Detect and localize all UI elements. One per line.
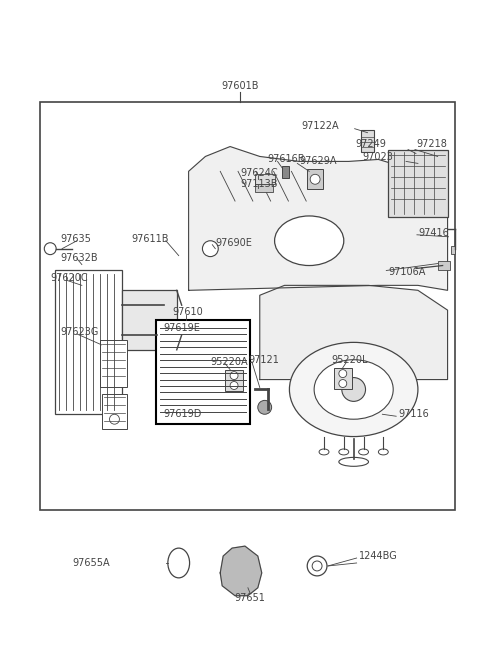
Bar — [334, 367, 352, 390]
Bar — [255, 184, 273, 192]
Ellipse shape — [378, 449, 388, 455]
Ellipse shape — [339, 457, 369, 466]
Text: 97023: 97023 — [362, 153, 393, 162]
Text: 97690E: 97690E — [216, 238, 252, 248]
Text: 97651: 97651 — [234, 593, 265, 603]
Circle shape — [230, 371, 238, 379]
Text: 97623G: 97623G — [60, 327, 98, 337]
Text: 95220A: 95220A — [210, 357, 248, 367]
Text: 97601B: 97601B — [221, 81, 259, 91]
Text: 97113B: 97113B — [240, 179, 277, 189]
Text: 97611B: 97611B — [132, 234, 169, 244]
Polygon shape — [189, 147, 447, 290]
Bar — [281, 166, 289, 178]
Text: 97616B: 97616B — [268, 155, 305, 164]
Text: 97632B: 97632B — [60, 253, 98, 263]
Text: 97122A: 97122A — [301, 121, 339, 131]
Polygon shape — [260, 286, 447, 379]
Text: 97635: 97635 — [60, 234, 91, 244]
Ellipse shape — [289, 343, 418, 437]
Text: 95220L: 95220L — [331, 355, 367, 365]
Text: 97619E: 97619E — [163, 323, 200, 333]
Circle shape — [339, 379, 347, 388]
Ellipse shape — [359, 449, 369, 455]
Circle shape — [310, 174, 320, 184]
Circle shape — [109, 414, 120, 424]
Text: 97106A: 97106A — [388, 267, 426, 278]
Bar — [360, 130, 374, 151]
Ellipse shape — [314, 360, 393, 419]
Circle shape — [258, 400, 272, 414]
Text: 97416: 97416 — [418, 228, 449, 238]
Bar — [102, 394, 127, 429]
Bar — [307, 170, 323, 189]
Ellipse shape — [275, 216, 344, 265]
Circle shape — [342, 377, 366, 402]
Bar — [55, 271, 122, 414]
Ellipse shape — [319, 449, 329, 455]
Circle shape — [230, 382, 238, 390]
Text: 97620C: 97620C — [50, 273, 88, 284]
Text: 97655A: 97655A — [72, 558, 109, 568]
Ellipse shape — [339, 449, 349, 455]
Bar — [40, 102, 456, 510]
Ellipse shape — [168, 548, 190, 578]
Bar — [255, 174, 275, 184]
Text: 97218: 97218 — [416, 139, 447, 149]
Text: 97629A: 97629A — [300, 157, 337, 166]
Bar — [451, 246, 456, 253]
Bar — [156, 320, 250, 424]
Bar — [225, 369, 243, 392]
Text: 1244BG: 1244BG — [359, 551, 397, 561]
Circle shape — [312, 561, 322, 571]
Circle shape — [339, 369, 347, 377]
Circle shape — [44, 243, 56, 255]
Text: 97249: 97249 — [355, 139, 386, 149]
Circle shape — [203, 241, 218, 257]
Text: 97116: 97116 — [398, 409, 429, 419]
Bar — [388, 149, 447, 217]
Text: 97624C: 97624C — [240, 168, 277, 178]
Text: 97121: 97121 — [248, 355, 279, 365]
Text: 97619D: 97619D — [163, 409, 201, 419]
Text: 97610: 97610 — [173, 307, 204, 317]
Bar — [122, 290, 177, 350]
Bar — [100, 340, 127, 388]
Circle shape — [307, 556, 327, 576]
Bar — [438, 261, 450, 271]
Polygon shape — [220, 546, 262, 595]
